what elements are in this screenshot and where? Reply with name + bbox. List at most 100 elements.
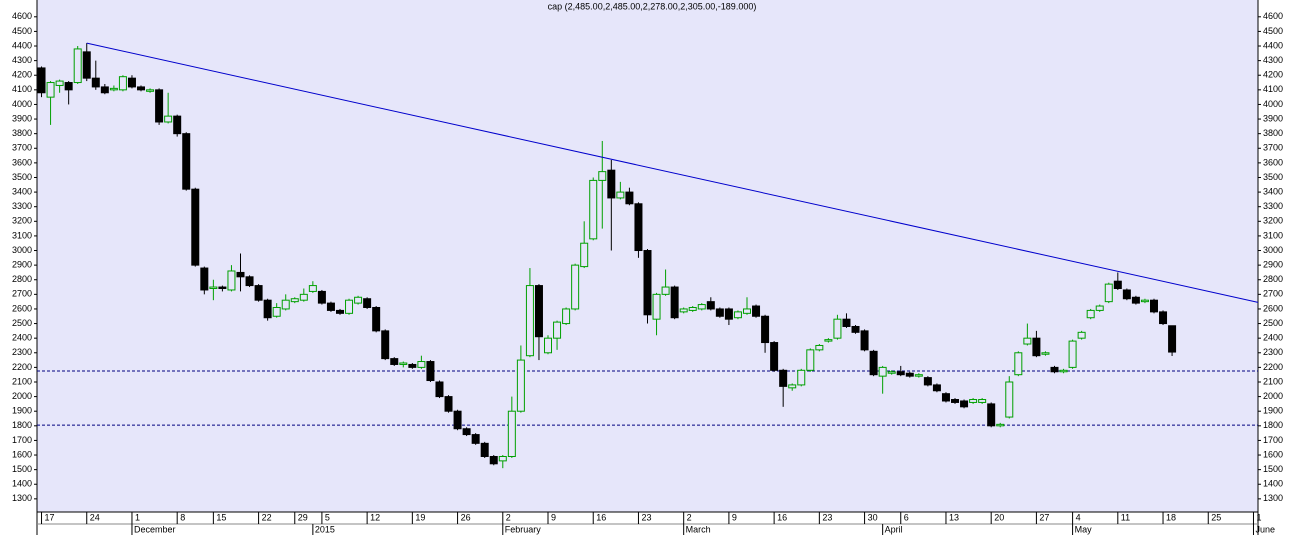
- y-tick-label: 3500: [12, 172, 32, 182]
- candle-body: [164, 115, 173, 123]
- y-tick-label: 1800: [12, 420, 32, 430]
- y-tick-label-right: 3100: [1263, 230, 1283, 240]
- candle-body: [209, 286, 218, 290]
- y-tick-label-right: 2500: [1263, 318, 1283, 328]
- y-tick-label-right: 1300: [1263, 493, 1283, 503]
- y-tick-label: 1400: [12, 479, 32, 489]
- y-tick-label: 1500: [12, 464, 32, 474]
- y-tick-label: 1700: [12, 435, 32, 445]
- candle-body: [896, 371, 905, 376]
- candle-body: [1014, 352, 1023, 376]
- x-tick-label: 1: [135, 512, 140, 522]
- candle-body: [752, 305, 761, 317]
- candle-body: [824, 339, 833, 342]
- candle-body: [534, 285, 543, 338]
- y-tick-label: 4500: [12, 26, 32, 36]
- candle-body: [562, 308, 571, 325]
- y-tick-label-right: 3700: [1263, 143, 1283, 153]
- y-tick-label: 2400: [12, 333, 32, 343]
- y-tick-label-right: 4300: [1263, 55, 1283, 65]
- x-tick-label: 29: [298, 512, 308, 522]
- x-tick-label: 17: [45, 512, 55, 522]
- candle-body: [254, 285, 263, 301]
- candle-body: [146, 89, 155, 92]
- x-tick-label: 1: [1256, 512, 1261, 522]
- y-tick-label: 3800: [12, 128, 32, 138]
- y-tick-label: 4300: [12, 55, 32, 65]
- y-tick-label-right: 1700: [1263, 435, 1283, 445]
- candle-body: [1023, 337, 1032, 345]
- candle-body: [914, 374, 923, 377]
- x-tick-label: 9: [732, 512, 737, 522]
- candle-body: [860, 330, 869, 351]
- candle-body: [553, 321, 562, 339]
- y-tick-label: 2100: [12, 376, 32, 386]
- candle-body: [372, 306, 381, 332]
- y-tick-label-right: 2900: [1263, 260, 1283, 270]
- candle-body: [761, 315, 770, 344]
- candle-body: [73, 48, 82, 84]
- candle-body: [1140, 299, 1149, 303]
- candle-body: [960, 400, 969, 408]
- x-tick-label: 6: [904, 512, 909, 522]
- y-tick-label: 2000: [12, 391, 32, 401]
- candle-body: [697, 304, 706, 310]
- y-tick-label: 4600: [12, 11, 32, 21]
- candle-body: [815, 344, 824, 351]
- candle-body: [191, 188, 200, 266]
- x-tick-label: 30: [868, 512, 878, 522]
- candle-body: [263, 299, 272, 319]
- candle-body: [923, 377, 932, 386]
- candle-body: [1149, 299, 1158, 313]
- x-tick-label: 23: [641, 512, 651, 522]
- candle-body: [1068, 340, 1077, 368]
- y-tick-label: 3100: [12, 230, 32, 240]
- candle-body: [390, 358, 399, 365]
- candle-body: [218, 286, 227, 290]
- candle-body: [969, 399, 978, 403]
- y-tick-label: 2500: [12, 318, 32, 328]
- candle-body: [1095, 305, 1104, 311]
- y-tick-label: 4100: [12, 84, 32, 94]
- candle-body: [996, 423, 1005, 427]
- candle-body: [37, 67, 46, 94]
- x-tick-label: 26: [461, 512, 471, 522]
- candle-body: [64, 82, 73, 91]
- x-tick-label: 9: [551, 512, 556, 522]
- candle-body: [1077, 331, 1086, 339]
- x-tick-label: 19: [415, 512, 425, 522]
- y-tick-label-right: 3500: [1263, 172, 1283, 182]
- candle-body: [444, 396, 453, 412]
- candle-body: [869, 350, 878, 376]
- x-tick-label: 12: [370, 512, 380, 522]
- y-tick-label-right: 4500: [1263, 26, 1283, 36]
- candle-body: [806, 349, 815, 371]
- y-tick-label-right: 4600: [1263, 11, 1283, 21]
- candle-body: [643, 250, 652, 316]
- candle-body: [155, 89, 164, 123]
- candle-body: [1104, 283, 1113, 303]
- y-tick-label-right: 1600: [1263, 449, 1283, 459]
- y-tick-label-right: 2300: [1263, 347, 1283, 357]
- month-label: December: [134, 524, 176, 534]
- candle-body: [91, 77, 100, 88]
- candle-body: [634, 203, 643, 252]
- y-tick-label-right: 3000: [1263, 245, 1283, 255]
- y-tick-label: 2200: [12, 362, 32, 372]
- y-tick-label: 3700: [12, 143, 32, 153]
- y-tick-label: 1900: [12, 406, 32, 416]
- y-tick-label: 2700: [12, 289, 32, 299]
- candle-body: [272, 306, 281, 317]
- candle-body: [1131, 296, 1140, 304]
- candle-body: [489, 455, 498, 465]
- candle-body: [173, 115, 182, 135]
- y-tick-label: 4200: [12, 70, 32, 80]
- candle-body: [507, 410, 516, 457]
- candle-body: [851, 325, 860, 333]
- candle-body: [299, 293, 308, 301]
- candle-body: [941, 393, 950, 402]
- candle-body: [525, 285, 534, 357]
- candle-body: [742, 308, 751, 314]
- candle-body: [788, 384, 797, 389]
